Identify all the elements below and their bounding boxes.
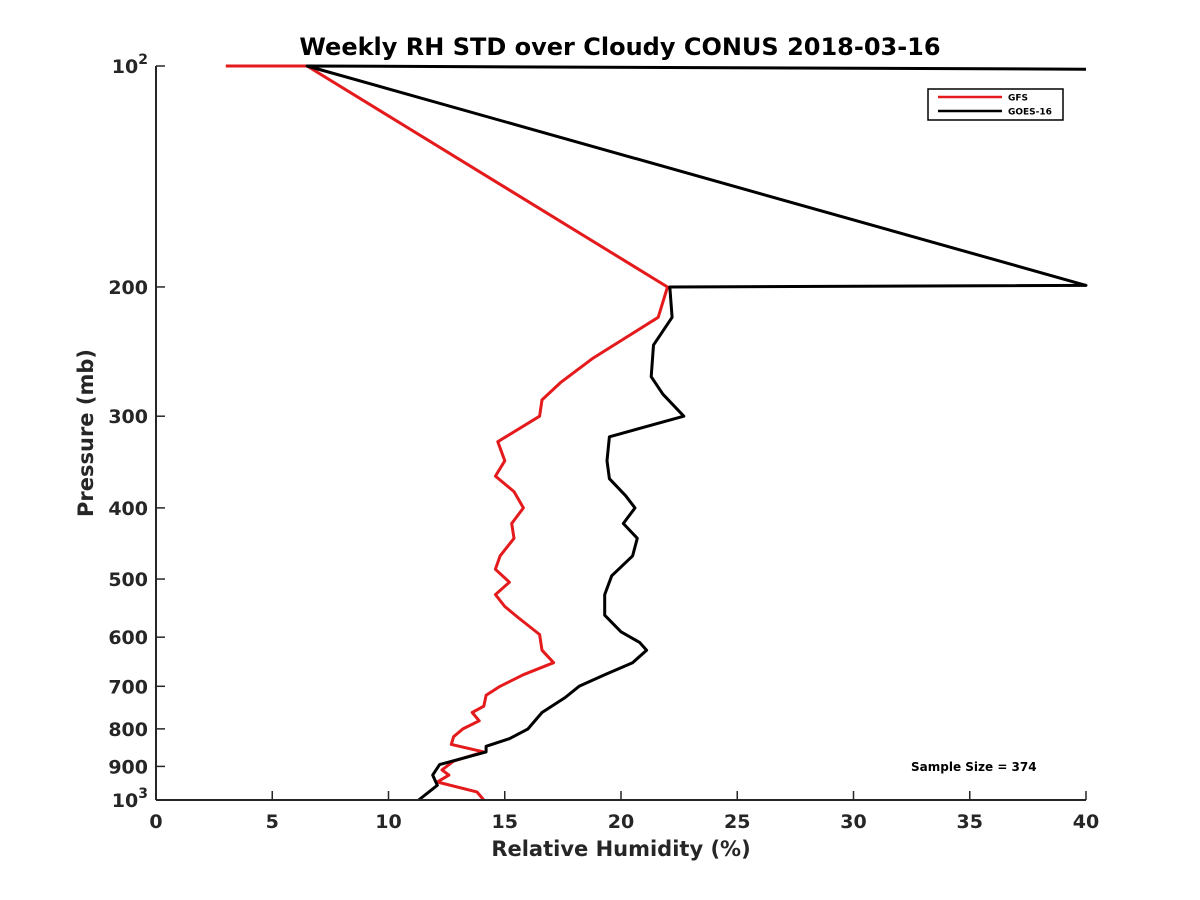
x-tick-label: 40: [1073, 811, 1099, 833]
x-tick-label: 25: [724, 811, 750, 833]
series-line-goes-16: [305, 64, 1088, 802]
y-ticks: 102 200 300 400 500 600 700 800 900 103: [108, 52, 165, 812]
y-tick-label: 400: [108, 498, 148, 520]
x-tick-label: 15: [492, 811, 518, 833]
legend-box: [927, 88, 1064, 121]
y-tick-label: 103: [112, 786, 148, 812]
x-ticks: 0 5 10 15 20 25 30 35 40: [149, 791, 1099, 833]
y-tick-label: 200: [108, 277, 148, 299]
sample-size-annotation: Sample Size = 374: [911, 760, 1037, 774]
y-tick-label: 900: [108, 756, 148, 778]
y-tick-label: 600: [108, 627, 148, 649]
series-line-gfs: [225, 64, 669, 801]
y-tick-label: 800: [108, 719, 148, 741]
legend: GFS GOES-16: [927, 88, 1064, 121]
y-tick-label: 500: [108, 569, 148, 591]
x-tick-label: 5: [266, 811, 279, 833]
x-tick-label: 30: [840, 811, 866, 833]
x-tick-label: 0: [149, 811, 162, 833]
x-tick-label: 10: [375, 811, 401, 833]
y-tick-label: 102: [112, 52, 148, 78]
y-axis-label: Pressure (mb): [74, 349, 98, 517]
x-tick-label: 20: [608, 811, 634, 833]
y-tick-label: 700: [108, 676, 148, 698]
legend-label-gfs: GFS: [1008, 94, 1028, 104]
x-axis-label: Relative Humidity (%): [491, 837, 750, 861]
y-tick-label: 300: [108, 406, 148, 428]
legend-label-goes16: GOES-16: [1008, 108, 1052, 118]
x-tick-label: 35: [957, 811, 983, 833]
series-layer: [225, 64, 1088, 802]
chart-title: Weekly RH STD over Cloudy CONUS 2018-03-…: [299, 33, 940, 61]
